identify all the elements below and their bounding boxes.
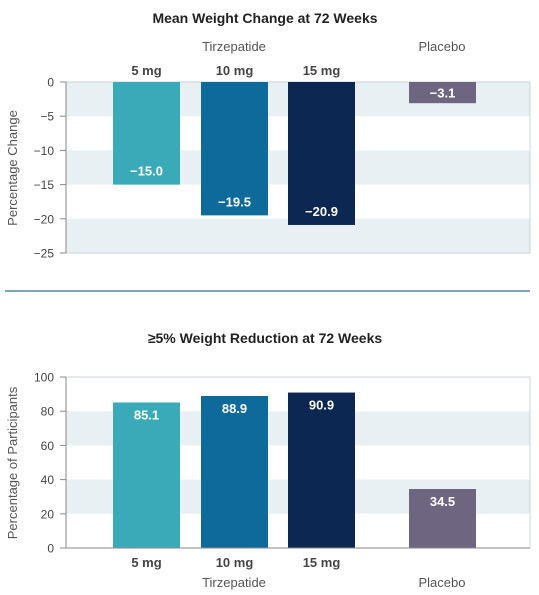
chart-title: ≥5% Weight Reduction at 72 Weeks	[148, 330, 383, 346]
category-label: 5 mg	[131, 63, 161, 78]
y-axis: 0 −5 −10 −15 −20 −25	[34, 76, 67, 261]
bars	[113, 392, 476, 548]
bar-value-label: 90.9	[309, 398, 334, 413]
category-labels: 5 mg 10 mg 15 mg	[131, 555, 340, 570]
y-tick-label: 0	[47, 76, 54, 90]
category-label: 15 mg	[303, 63, 341, 78]
category-label: 15 mg	[303, 555, 341, 570]
bar	[409, 489, 476, 548]
y-tick-label: 100	[34, 371, 54, 385]
y-axis: 0 20 40 60 80 100	[34, 371, 530, 556]
category-label: 10 mg	[216, 555, 254, 570]
y-tick-label: 40	[41, 473, 55, 487]
y-axis-label: Percentage Change	[5, 110, 20, 226]
category-label: 5 mg	[131, 555, 161, 570]
bar-value-label: −20.9	[305, 204, 338, 219]
bar-value-label: 88.9	[222, 401, 247, 416]
y-tick-label: −5	[40, 110, 54, 124]
chart-title: Mean Weight Change at 72 Weeks	[152, 10, 377, 26]
y-axis-label: Percentage of Participants	[5, 386, 20, 539]
bar-value-label: −19.5	[218, 194, 251, 209]
bar	[113, 82, 180, 185]
group-label-placebo: Placebo	[419, 575, 466, 590]
group-label-tirzepatide: Tirzepatide	[202, 575, 266, 590]
y-tick-label: 60	[41, 439, 55, 453]
group-label-tirzepatide: Tirzepatide	[202, 39, 266, 54]
y-tick-label: −15	[34, 178, 55, 192]
y-tick-label: −20	[34, 212, 55, 226]
y-tick-label: −25	[34, 247, 55, 261]
bar-value-label: 85.1	[134, 407, 159, 422]
y-tick-label: 80	[41, 405, 55, 419]
category-labels: 5 mg 10 mg 15 mg	[131, 63, 340, 78]
y-tick-label: 20	[41, 507, 55, 521]
bar	[288, 392, 355, 548]
bars	[113, 82, 476, 225]
y-tick-label: 0	[47, 542, 54, 556]
bar	[409, 82, 476, 104]
bar	[288, 82, 355, 225]
bar-value-label: 34.5	[430, 494, 455, 509]
weight-change-chart: Mean Weight Change at 72 Weeks Tirzepati…	[5, 10, 531, 261]
value-labels: 85.1 88.9 90.9 34.5	[134, 398, 455, 509]
bar	[201, 395, 268, 548]
bar	[201, 82, 268, 216]
weight-reduction-chart: ≥5% Weight Reduction at 72 Weeks Percent…	[5, 330, 531, 590]
bar	[113, 402, 180, 548]
y-tick-label: −10	[34, 144, 55, 158]
bar-value-label: −15.0	[130, 164, 163, 179]
bar-value-label: −3.1	[430, 86, 456, 101]
value-labels: −15.0 −19.5 −20.9 −3.1	[130, 86, 455, 219]
group-label-placebo: Placebo	[419, 39, 466, 54]
category-label: 10 mg	[216, 63, 254, 78]
